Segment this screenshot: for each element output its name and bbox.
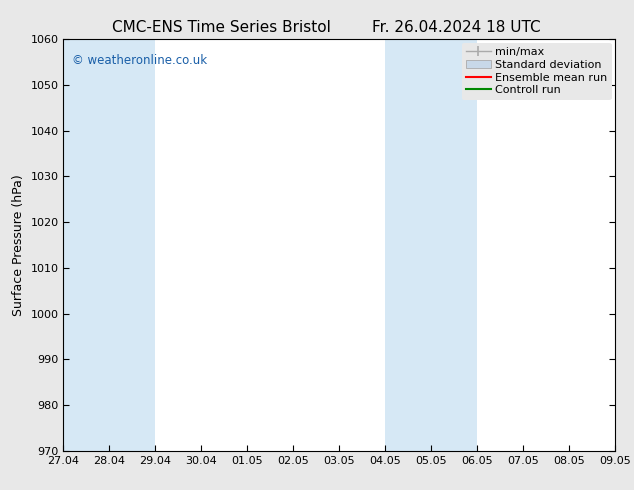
Bar	[63, 39, 110, 451]
Bar	[110, 39, 155, 451]
Text: Fr. 26.04.2024 18 UTC: Fr. 26.04.2024 18 UTC	[372, 20, 541, 35]
Y-axis label: Surface Pressure (hPa): Surface Pressure (hPa)	[12, 174, 25, 316]
Legend: min/max, Standard deviation, Ensemble mean run, Controll run: min/max, Standard deviation, Ensemble me…	[462, 43, 612, 100]
Text: CMC-ENS Time Series Bristol: CMC-ENS Time Series Bristol	[112, 20, 332, 35]
Bar	[431, 39, 477, 451]
Bar	[385, 39, 431, 451]
Text: © weatheronline.co.uk: © weatheronline.co.uk	[72, 53, 207, 67]
Bar	[615, 39, 634, 451]
